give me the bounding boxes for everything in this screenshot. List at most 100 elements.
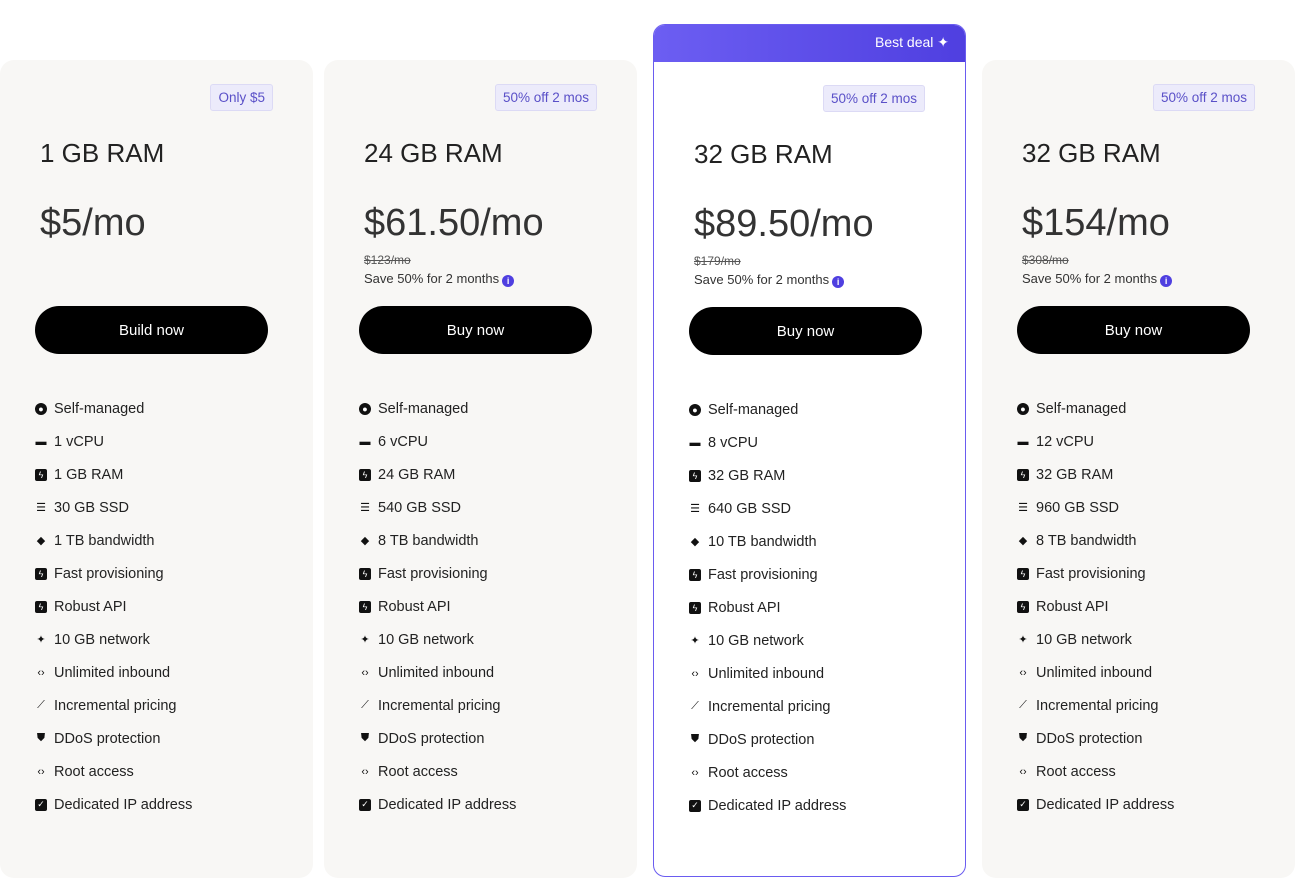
feature-label: Self-managed [378,400,469,417]
feature-label: 32 GB RAM [708,467,786,484]
code-icon: ‹› [691,667,699,680]
feature-item: ◆ 10 TB bandwidth [689,525,846,558]
feature-label: Incremental pricing [378,697,501,714]
chart-icon: ⟋ [37,699,45,711]
original-price: $308/mo [1022,253,1069,267]
ribbon-label: Best deal [875,34,934,50]
code-icon: ‹› [37,765,45,778]
feature-item: ● Self-managed [689,393,846,426]
feature-label: Robust API [708,599,781,616]
best-deal-ribbon: Best deal ✦ [654,25,965,62]
feature-item: ☰ 960 GB SSD [1017,491,1174,524]
feature-list: ● Self-managed ▬ 8 vCPU ϟ 32 GB RAM ☰ 640 GB SS… [689,393,846,822]
info-icon[interactable]: i [1160,275,1173,287]
feature-label: Unlimited inbound [1036,664,1153,681]
feature-item: ▬ 12 vCPU [1017,425,1174,458]
feature-list: ● Self-managed ▬ 12 vCPU ϟ 32 GB RAM ☰ 960 GB S… [1017,392,1174,821]
savings-text: Save 50% for 2 months [694,272,830,287]
feature-label: Dedicated IP address [708,797,847,814]
wifi-icon: ◆ [690,536,700,548]
discount-badge: 50% off 2 mos [1152,84,1255,111]
user-circle-icon: ● [359,402,371,415]
plan-price: $154/mo [1022,202,1170,244]
feature-label: Dedicated IP address [378,796,517,813]
feature-label: 1 TB bandwidth [54,532,155,549]
feature-label: 1 vCPU [54,433,104,450]
feature-label: Fast provisioning [378,565,488,582]
bolt-icon: ϟ [359,567,371,580]
feature-item: ⟋ Incremental pricing [35,689,192,722]
buy-now-button[interactable]: Buy now [1017,306,1250,354]
discount-badge: 50% off 2 mos [822,85,925,112]
feature-label: Robust API [54,598,127,615]
feature-item: ‹› Root access [359,755,516,788]
feature-item: ✓ Dedicated IP address [1017,788,1174,821]
feature-label: 30 GB SSD [54,499,129,516]
feature-label: 8 TB bandwidth [1036,532,1137,549]
user-circle-icon: ● [1017,402,1029,415]
bolt-icon: ϟ [359,468,371,481]
feature-label: DDoS protection [54,730,161,747]
feature-item: ‹› Unlimited inbound [359,656,516,689]
buy-now-button[interactable]: Buy now [689,307,922,355]
feature-item: ϟ Fast provisioning [689,558,846,591]
feature-item: ● Self-managed [35,392,192,425]
plan-title: 24 GB RAM [364,138,503,168]
cpu-icon: ▬ [1017,435,1029,448]
feature-item: ϟ 24 GB RAM [359,458,516,491]
feature-item: ϟ Fast provisioning [35,557,192,590]
feature-label: 10 GB network [708,632,804,649]
buy-now-button[interactable]: Buy now [359,306,592,354]
feature-label: Incremental pricing [1036,697,1159,714]
code-icon: ‹› [37,666,45,679]
storage-icon: ☰ [36,502,46,514]
feature-item: ✓ Dedicated IP address [359,788,516,821]
feature-item: ● Self-managed [359,392,516,425]
wifi-icon: ◆ [1018,535,1028,547]
discount-badge: Only $5 [210,84,273,111]
feature-label: 1 GB RAM [54,466,124,483]
sparkle-icon: ✦ [36,634,46,646]
feature-label: 540 GB SSD [378,499,462,516]
storage-icon: ☰ [360,502,370,514]
feature-item: ‹› Unlimited inbound [1017,656,1174,689]
feature-label: Root access [378,763,458,780]
bolt-icon: ϟ [689,568,701,581]
bolt-icon: ϟ [689,601,701,614]
feature-item: ‹› Unlimited inbound [35,656,192,689]
feature-label: DDoS protection [708,731,815,748]
plan-price: $61.50/mo [364,202,544,244]
info-icon[interactable]: i [832,276,845,288]
checkbox-icon: ✓ [35,798,47,811]
shield-icon: ⛊ [1018,732,1028,744]
feature-item: ⛊ DDoS protection [359,722,516,755]
plan-price: $89.50/mo [694,203,874,245]
code-icon: ‹› [1019,765,1027,778]
feature-item: ▬ 8 vCPU [689,426,846,459]
savings-note: Save 50% for 2 months i [694,272,845,288]
feature-item: ϟ Fast provisioning [1017,557,1174,590]
bolt-icon: ϟ [689,469,701,482]
plan-title: 32 GB RAM [1022,138,1161,168]
code-icon: ‹› [691,766,699,779]
feature-label: Fast provisioning [708,566,818,583]
feature-label: Incremental pricing [708,698,831,715]
feature-label: DDoS protection [378,730,485,747]
feature-item: ☰ 30 GB SSD [35,491,192,524]
feature-label: Root access [54,763,134,780]
feature-label: 6 vCPU [378,433,428,450]
feature-label: Incremental pricing [54,697,177,714]
feature-label: Dedicated IP address [54,796,193,813]
build-now-button[interactable]: Build now [35,306,268,354]
bolt-icon: ϟ [1017,468,1029,481]
feature-label: 10 TB bandwidth [708,533,817,550]
cpu-icon: ▬ [689,436,701,449]
feature-item: ⛊ DDoS protection [1017,722,1174,755]
feature-item: ☰ 540 GB SSD [359,491,516,524]
feature-item: ◆ 1 TB bandwidth [35,524,192,557]
feature-label: 10 GB network [378,631,474,648]
plan-card: 50% off 2 mos 32 GB RAM $154/mo $308/mo S… [982,60,1295,878]
feature-item: ⟋ Incremental pricing [689,690,846,723]
info-icon[interactable]: i [502,275,515,287]
feature-item: ϟ 1 GB RAM [35,458,192,491]
